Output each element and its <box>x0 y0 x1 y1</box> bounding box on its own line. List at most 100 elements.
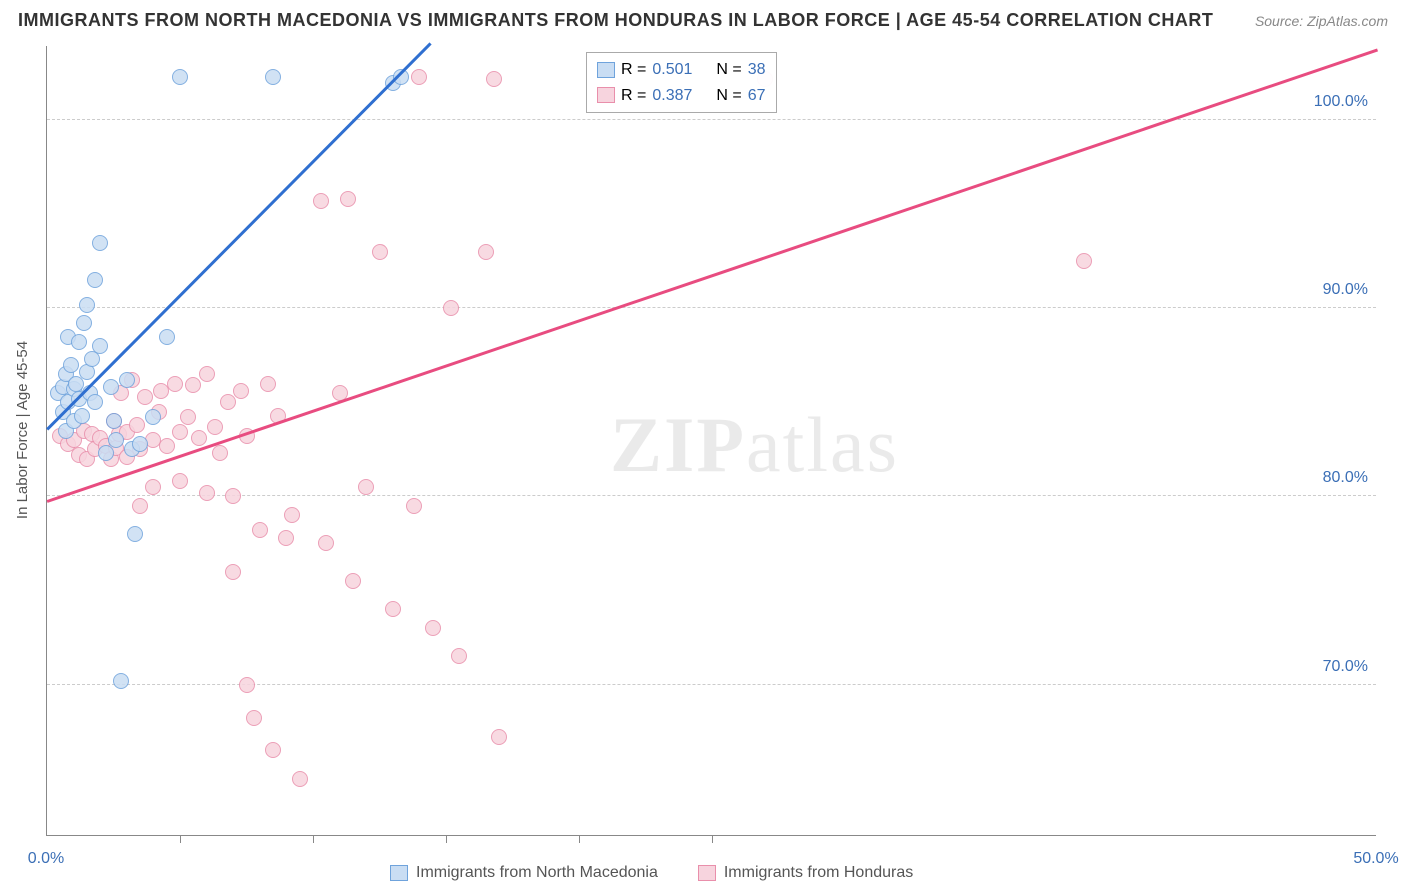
x-tick <box>180 835 181 843</box>
n-label: N = <box>716 83 741 109</box>
data-point-honduras <box>212 445 228 461</box>
data-point-honduras <box>199 485 215 501</box>
data-point-honduras <box>345 573 361 589</box>
data-point-honduras <box>180 409 196 425</box>
x-tick <box>579 835 580 843</box>
data-point-honduras <box>443 300 459 316</box>
series-label-honduras: Immigrants from Honduras <box>724 864 913 882</box>
y-tick-label: 100.0% <box>1314 93 1368 111</box>
legend-row-macedonia: R = 0.501 N = 38 <box>597 57 766 83</box>
data-point-macedonia <box>127 526 143 542</box>
series-label-macedonia: Immigrants from North Macedonia <box>416 864 658 882</box>
legend-correlation-box: R = 0.501 N = 38 R = 0.387 N = 67 <box>586 52 777 113</box>
data-point-honduras <box>137 389 153 405</box>
data-point-honduras <box>292 771 308 787</box>
data-point-honduras <box>278 530 294 546</box>
data-point-honduras <box>385 601 401 617</box>
data-point-honduras <box>220 394 236 410</box>
data-point-honduras <box>265 742 281 758</box>
data-point-honduras <box>318 535 334 551</box>
data-point-macedonia <box>119 372 135 388</box>
gridline <box>47 119 1376 120</box>
data-point-honduras <box>486 71 502 87</box>
legend-row-honduras: R = 0.387 N = 67 <box>597 83 766 109</box>
gridline <box>47 307 1376 308</box>
data-point-macedonia <box>92 338 108 354</box>
data-point-macedonia <box>145 409 161 425</box>
n-label: N = <box>716 57 741 83</box>
data-point-honduras <box>191 430 207 446</box>
data-point-honduras <box>207 419 223 435</box>
y-axis-label: In Labor Force | Age 45-54 <box>14 341 31 519</box>
chart-title: IMMIGRANTS FROM NORTH MACEDONIA VS IMMIG… <box>18 10 1213 31</box>
data-point-honduras <box>225 564 241 580</box>
data-point-honduras <box>358 479 374 495</box>
data-point-honduras <box>411 69 427 85</box>
x-tick <box>712 835 713 843</box>
data-point-macedonia <box>265 69 281 85</box>
data-point-honduras <box>1076 253 1092 269</box>
data-point-macedonia <box>103 379 119 395</box>
data-point-honduras <box>372 244 388 260</box>
x-tick-label: 0.0% <box>28 850 64 868</box>
data-point-macedonia <box>76 315 92 331</box>
source-label: Source: ZipAtlas.com <box>1255 13 1388 29</box>
data-point-honduras <box>199 366 215 382</box>
swatch-macedonia <box>390 865 408 881</box>
legend-item-honduras: Immigrants from Honduras <box>698 864 913 882</box>
data-point-macedonia <box>87 394 103 410</box>
gridline <box>47 495 1376 496</box>
data-point-honduras <box>252 522 268 538</box>
y-tick-label: 80.0% <box>1323 469 1368 487</box>
data-point-macedonia <box>71 334 87 350</box>
data-point-macedonia <box>113 673 129 689</box>
data-point-honduras <box>159 438 175 454</box>
r-value-honduras: 0.387 <box>652 83 692 109</box>
data-point-honduras <box>406 498 422 514</box>
data-point-honduras <box>129 417 145 433</box>
r-value-macedonia: 0.501 <box>652 57 692 83</box>
data-point-honduras <box>239 677 255 693</box>
x-tick <box>313 835 314 843</box>
n-value-honduras: 67 <box>748 83 766 109</box>
data-point-honduras <box>425 620 441 636</box>
plot-area: 70.0% 80.0% 90.0% 100.0% <box>46 46 1376 836</box>
r-label: R = <box>621 83 646 109</box>
data-point-honduras <box>491 729 507 745</box>
legend-item-macedonia: Immigrants from North Macedonia <box>390 864 658 882</box>
swatch-macedonia <box>597 62 615 78</box>
swatch-honduras <box>698 865 716 881</box>
data-point-honduras <box>225 488 241 504</box>
data-point-honduras <box>132 498 148 514</box>
data-point-honduras <box>246 710 262 726</box>
data-point-macedonia <box>92 235 108 251</box>
data-point-honduras <box>451 648 467 664</box>
swatch-honduras <box>597 87 615 103</box>
legend-series: Immigrants from North Macedonia Immigran… <box>390 864 913 882</box>
data-point-macedonia <box>74 408 90 424</box>
data-point-macedonia <box>63 357 79 373</box>
data-point-macedonia <box>79 297 95 313</box>
n-value-macedonia: 38 <box>748 57 766 83</box>
data-point-macedonia <box>87 272 103 288</box>
data-point-macedonia <box>159 329 175 345</box>
data-point-macedonia <box>132 436 148 452</box>
data-point-macedonia <box>172 69 188 85</box>
data-point-honduras <box>260 376 276 392</box>
data-point-honduras <box>478 244 494 260</box>
data-point-honduras <box>185 377 201 393</box>
data-point-honduras <box>167 376 183 392</box>
x-tick-label: 50.0% <box>1353 850 1398 868</box>
y-tick-label: 90.0% <box>1323 281 1368 299</box>
y-tick-label: 70.0% <box>1323 658 1368 676</box>
r-label: R = <box>621 57 646 83</box>
data-point-macedonia <box>98 445 114 461</box>
data-point-macedonia <box>108 432 124 448</box>
x-tick <box>446 835 447 843</box>
data-point-honduras <box>284 507 300 523</box>
data-point-honduras <box>340 191 356 207</box>
trend-line <box>47 48 1378 502</box>
data-point-honduras <box>172 473 188 489</box>
data-point-honduras <box>145 479 161 495</box>
data-point-honduras <box>233 383 249 399</box>
